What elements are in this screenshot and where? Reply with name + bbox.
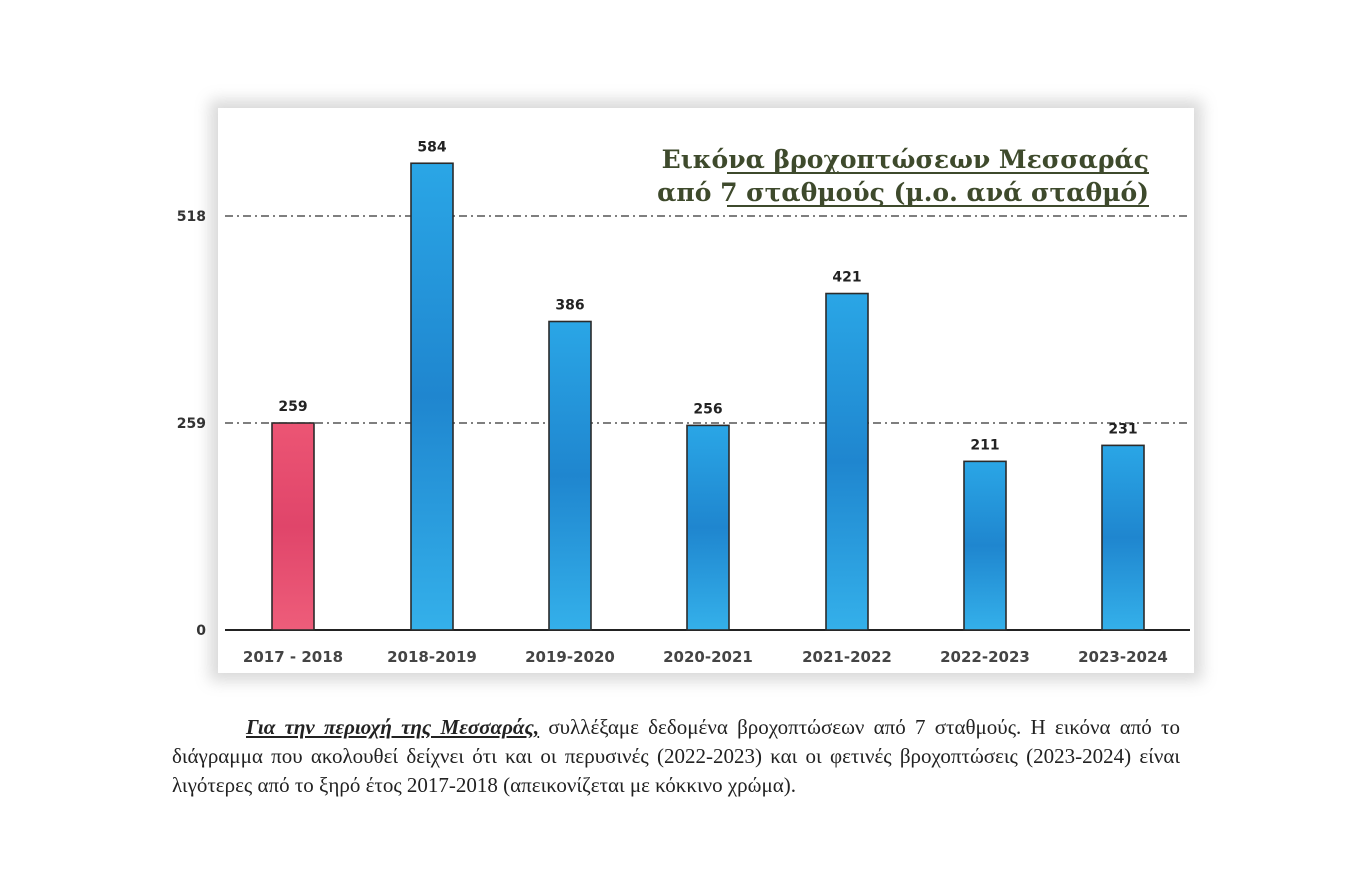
x-tick-label-3: 2020-2021 — [663, 648, 753, 666]
x-tick-label-4: 2021-2022 — [802, 648, 892, 666]
x-tick-label-5: 2022-2023 — [940, 648, 1030, 666]
caption-paragraph: Για την περιοχή της Μεσσαράς, συλλέξαμε … — [172, 713, 1180, 800]
data-label-0: 259 — [278, 399, 307, 415]
chart-card: 0 259 518 259 2017 - 2018 584 2018-2019 386 2019… — [177, 108, 1194, 673]
y-tick-label-518: 518 — [177, 209, 206, 225]
chart-title-line-2: από 7 σταθμούς (μ.ο. ανά σταθμό) — [657, 178, 1149, 207]
bar-2021-2022 — [825, 292, 869, 631]
bar-2020-2021 — [686, 424, 730, 631]
data-label-6: 231 — [1108, 421, 1137, 437]
bar-chart: 0 259 518 259 2017 - 2018 584 2018-2019 386 2019… — [177, 139, 1190, 666]
bar-2018-2019 — [410, 162, 454, 631]
x-tick-label-0: 2017 - 2018 — [243, 648, 343, 666]
data-label-4: 421 — [832, 270, 861, 286]
x-tick-label-6: 2023-2024 — [1078, 648, 1168, 666]
bar-2017-2018 — [271, 422, 315, 631]
x-tick-label-2: 2019-2020 — [525, 648, 615, 666]
data-label-5: 211 — [970, 437, 999, 453]
bar-2022-2023 — [963, 460, 1007, 631]
chart-title-line-1: Εικόνα βροχοπτώσεων Μεσσαράς — [662, 145, 1149, 174]
y-tick-label-0: 0 — [196, 623, 206, 639]
data-label-1: 584 — [417, 139, 446, 155]
y-tick-label-259: 259 — [177, 416, 206, 432]
x-tick-label-1: 2018-2019 — [387, 648, 477, 666]
caption-lead: Για την περιοχή της Μεσσαράς, — [246, 715, 540, 739]
bar-2019-2020 — [548, 320, 592, 631]
data-label-2: 386 — [555, 297, 584, 313]
bar-2023-2024 — [1101, 444, 1145, 631]
data-label-3: 256 — [693, 401, 722, 417]
caption-text: συλλέξαμε δεδομένα βροχοπτώσεων από 7 στ… — [172, 715, 1180, 797]
